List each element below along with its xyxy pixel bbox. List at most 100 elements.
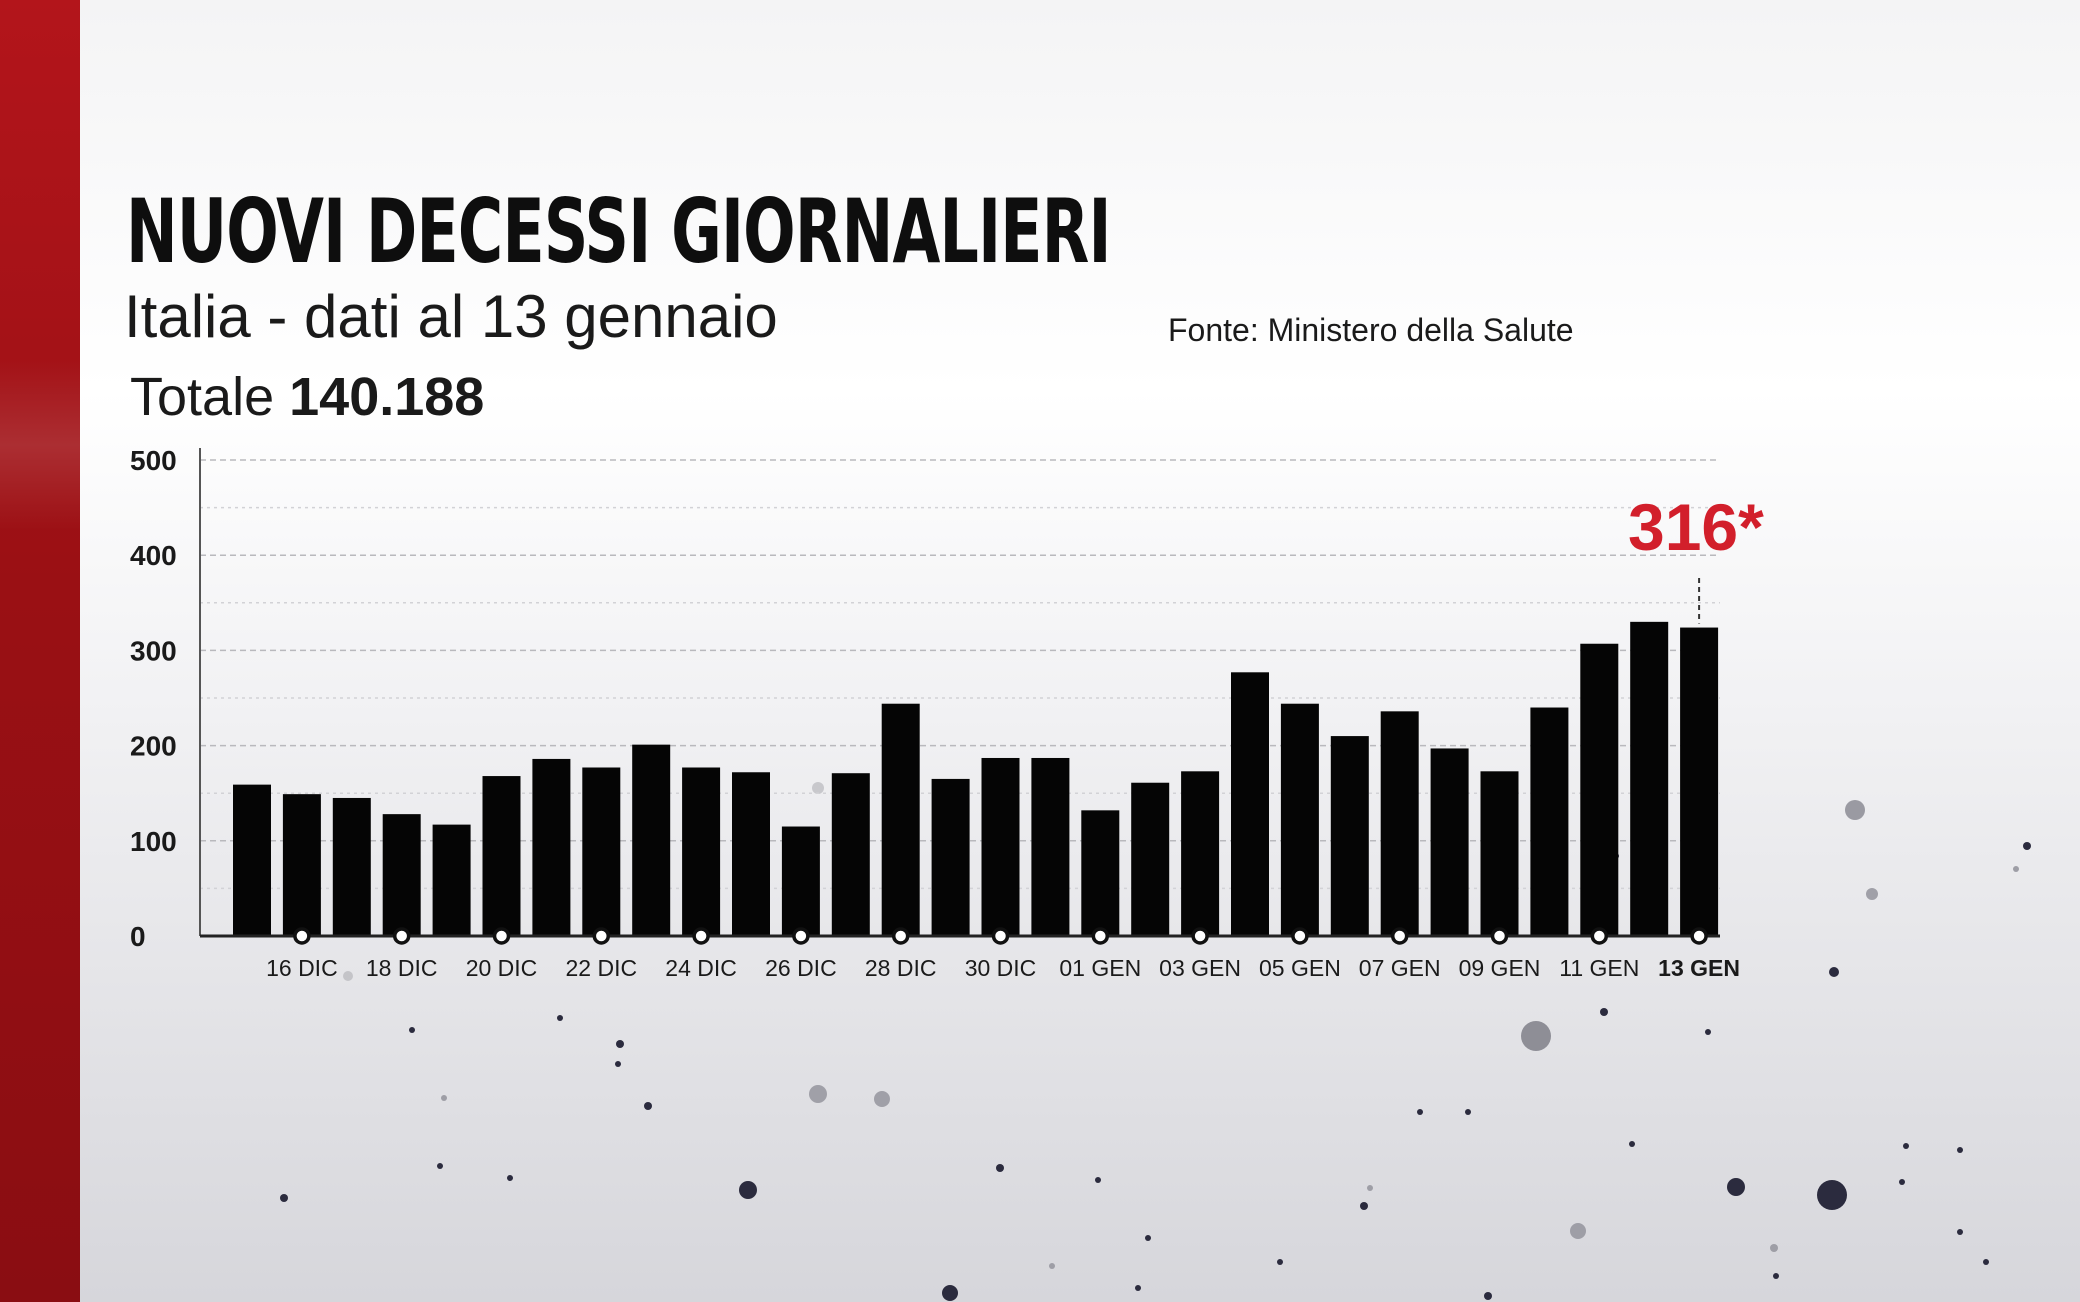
source-note: Fonte: Ministero della Salute [1168,312,1574,348]
x-tick-marker [792,927,810,945]
x-tick-marker [492,927,511,945]
particle-dot [615,1061,621,1067]
particle-dot [1570,1223,1586,1239]
particle-dot [1095,1177,1101,1183]
x-tick-label: 26 DIC [765,955,837,981]
annotation-label: 316* [1628,490,1764,564]
chart-title: NUOVI DECESSI GIORNALIERI [126,180,1111,283]
particle-dot [996,1164,1004,1172]
particle-dot [1484,1292,1492,1300]
x-tick-label: 03 GEN [1159,955,1241,981]
bar [831,773,870,936]
x-tick-marker [1191,927,1209,945]
bar [432,824,471,936]
bar [282,794,321,936]
particle-dot [1705,1029,1711,1035]
particle-dot [507,1175,513,1181]
x-tick-marker [392,927,411,945]
total-line: Totale 140.188 [130,366,484,428]
bar [582,767,621,936]
particle-dot [1903,1143,1909,1149]
bar [881,703,920,936]
particle-dot [1773,1273,1779,1279]
particle-dot [812,782,824,794]
particle-dot [1145,1235,1151,1241]
particle-dot [280,1194,288,1202]
particle-dot [644,1102,652,1110]
bar [1231,672,1269,936]
bar [682,767,721,936]
particle-dot [809,1085,827,1103]
x-tick-label: 16 DIC [266,955,338,981]
x-tick-marker [1690,927,1708,945]
x-tick-marker [293,927,311,945]
total-value: 140.188 [289,367,485,427]
y-tick-label: 400 [130,540,177,571]
particle-dot [1629,1141,1635,1147]
x-tick-marker [692,927,710,945]
x-tick-label: 20 DIC [466,955,538,981]
particle-dot [343,971,353,981]
bar [1131,782,1170,936]
bar [931,778,970,936]
x-tick-label: 22 DIC [566,955,638,981]
bar [1530,707,1569,936]
y-tick-label: 100 [130,826,177,857]
particle-dot [1417,1109,1423,1115]
x-tick-label: 28 DIC [865,955,937,981]
x-tick-label: 24 DIC [665,955,737,981]
particle-dot [1521,1021,1551,1051]
bar [1181,771,1220,936]
bar [1380,711,1419,936]
y-tick-label: 300 [130,635,177,666]
particle-dot [1829,967,1839,977]
x-tick-label: 01 GEN [1059,955,1141,981]
particle-dot [2013,866,2019,872]
bar [981,757,1020,936]
x-tick-marker [1390,927,1409,945]
y-tick-label: 0 [130,921,146,952]
bar [781,826,820,936]
particle-dot [1866,888,1878,900]
particle-dot [1367,1185,1373,1191]
bar [732,772,770,936]
x-tick-marker [1590,927,1609,945]
particle-dot [2023,842,2031,850]
y-tick-label: 200 [130,731,177,762]
bar [1580,643,1619,936]
particle-dot [1957,1147,1963,1153]
x-tick-marker [1091,927,1110,945]
particle-dot [1770,1244,1778,1252]
bar [1680,627,1719,936]
bar [482,776,521,936]
bar [332,797,371,936]
particle-dot [437,1163,443,1169]
x-tick-label: 30 DIC [965,955,1037,981]
x-tick-label: 05 GEN [1259,955,1341,981]
y-tick-label: 500 [130,445,177,476]
x-tick-label: 09 GEN [1459,955,1541,981]
x-tick-marker [991,927,1010,945]
particle-dot [1135,1285,1141,1291]
particle-dot [616,1040,624,1048]
bar [1081,810,1120,936]
bar [1330,736,1369,936]
x-tick-label: 07 GEN [1359,955,1441,981]
particle-dot [1360,1202,1368,1210]
total-label: Totale [130,367,275,427]
particle-dot [1845,800,1865,820]
particle-dot [1817,1180,1847,1210]
particle-dot [557,1015,563,1021]
particle-dot [1277,1259,1283,1265]
bar [1031,757,1070,936]
particle-dot [441,1095,447,1101]
particle-dot [409,1027,415,1033]
x-tick-label: 18 DIC [366,955,438,981]
bar [632,744,671,936]
x-tick-label: 13 GEN [1658,955,1740,981]
x-tick-marker [592,927,611,945]
x-tick-marker [891,927,910,945]
side-band [0,0,80,1302]
particle-dot [1957,1229,1963,1235]
particle-dot [739,1181,757,1199]
